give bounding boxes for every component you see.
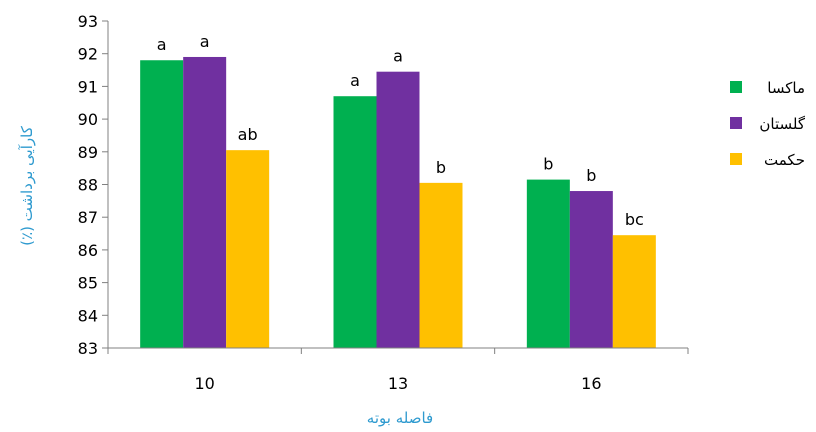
legend-swatch — [730, 81, 742, 93]
significance-label: ab — [238, 125, 258, 144]
y-tick-label: 84 — [78, 306, 98, 325]
legend-item: حکمت — [730, 151, 805, 169]
y-tick-label: 87 — [78, 208, 98, 227]
significance-label: b — [436, 158, 446, 177]
significance-label: a — [200, 32, 210, 51]
y-tick-label: 90 — [78, 110, 98, 129]
bar-حکمت-10 — [226, 150, 270, 348]
legend-swatch — [730, 117, 742, 129]
legend: ماکسا گلستان حکمت — [730, 79, 806, 169]
x-tick-label: 10 — [194, 374, 214, 393]
significance-label: b — [543, 155, 553, 174]
y-tick-label: 88 — [78, 176, 98, 195]
significance-label: a — [157, 35, 167, 54]
x-axis-title: فاصله بوته — [367, 409, 433, 427]
significance-label: b — [586, 166, 596, 185]
significance-label: a — [350, 71, 360, 90]
legend-swatch — [730, 153, 742, 165]
y-tick-label: 92 — [78, 45, 98, 64]
y-tick-label: 89 — [78, 143, 98, 162]
x-tick-label: 16 — [581, 374, 601, 393]
legend-item: ماکسا — [730, 79, 805, 97]
significance-label: bc — [625, 210, 644, 229]
x-tick-label: 13 — [388, 374, 408, 393]
bar-گلستان-13 — [376, 71, 420, 348]
bar-حکمت-16 — [612, 235, 656, 348]
legend-label: حکمت — [764, 151, 805, 169]
bar-ماکسا-10 — [140, 60, 184, 349]
x-axis: 10 13 16 — [107, 347, 689, 393]
bar-ماکسا-16 — [526, 179, 570, 348]
y-tick-label: 91 — [78, 77, 98, 96]
y-axis: 83 84 85 86 87 88 89 90 91 92 93 — [78, 12, 109, 358]
y-tick-label: 83 — [78, 339, 98, 358]
significance-label: a — [393, 47, 403, 66]
y-tick-label: 93 — [78, 12, 98, 31]
bar-حکمت-13 — [419, 182, 463, 348]
y-tick-label: 85 — [78, 274, 98, 293]
y-tick-label: 86 — [78, 241, 98, 260]
legend-label: گلستان — [759, 115, 805, 133]
legend-label: ماکسا — [767, 79, 805, 97]
bar-گلستان-10 — [183, 56, 227, 348]
bar-گلستان-16 — [569, 191, 613, 348]
y-axis-title: کارآیی برداشت (٪) — [18, 125, 36, 246]
legend-item: گلستان — [730, 115, 806, 133]
bar-ماکسا-13 — [333, 96, 377, 349]
